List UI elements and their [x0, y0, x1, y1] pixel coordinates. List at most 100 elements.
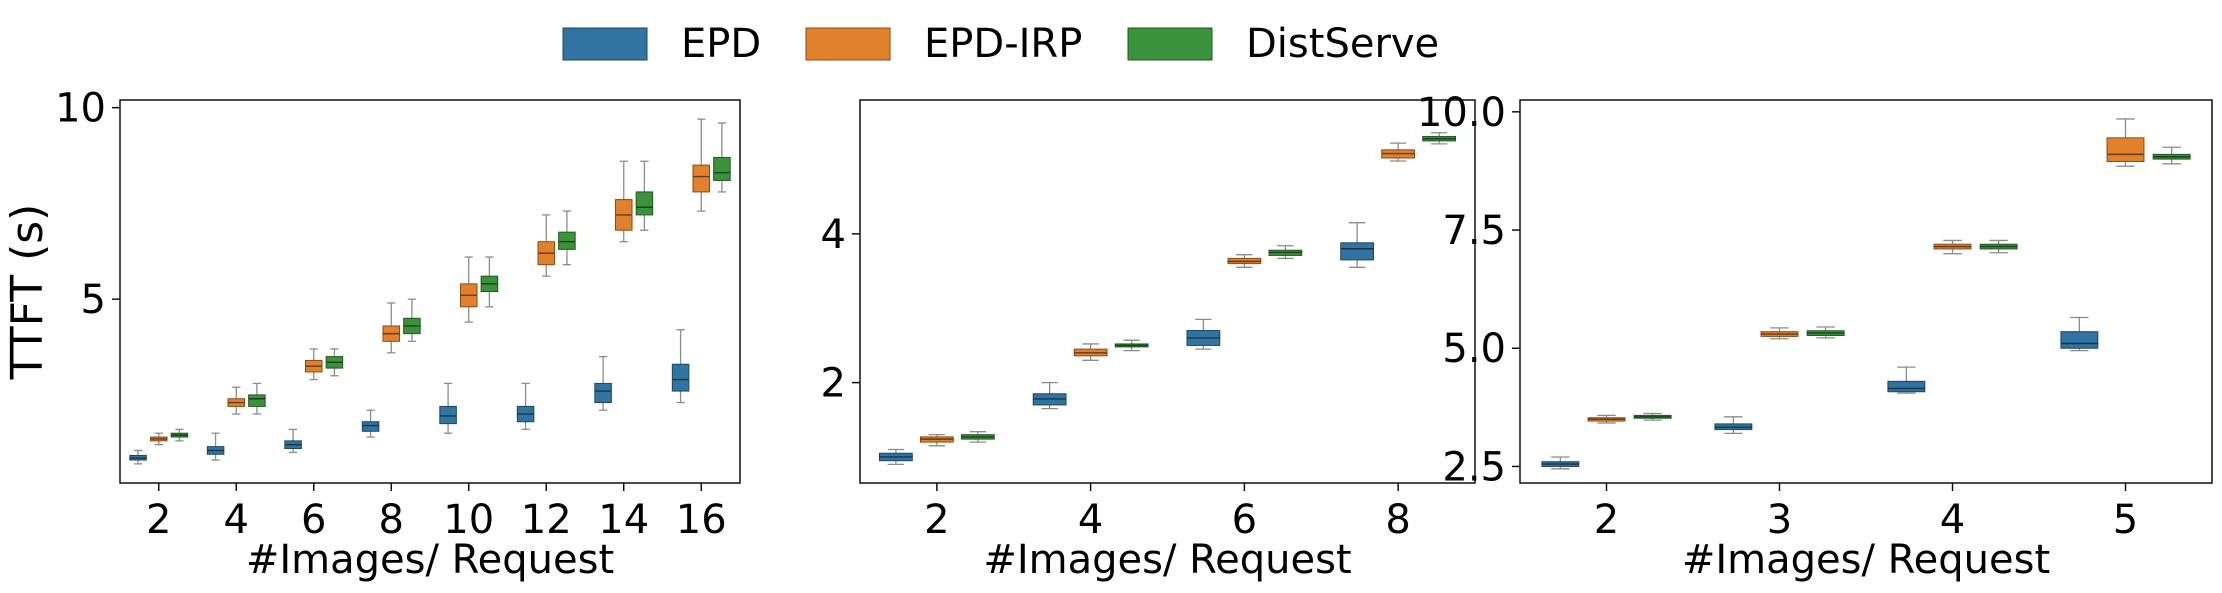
box-plot [1806, 326, 1845, 339]
y-tick-label: 5 [81, 277, 106, 323]
series-epd-irp [919, 142, 1416, 447]
chart-panel: 2 4 2 4 6 8 #Images/ Request [821, 99, 1476, 583]
x-tick-label: 4 [1940, 497, 1965, 543]
x-tick-label: 2 [924, 497, 949, 543]
y-tick-label: 2.5 [1442, 444, 1506, 490]
box-plot [480, 256, 499, 308]
y-tick-label: 2 [821, 361, 846, 407]
box-plot [382, 302, 401, 354]
plot-frame [859, 99, 1476, 484]
box-plot [325, 348, 344, 377]
box-plot [227, 386, 246, 415]
x-axis-label: #Images/ Request [983, 537, 1351, 583]
box-plot [248, 382, 266, 415]
box-plot [960, 431, 995, 443]
plot-frame [1519, 99, 2213, 484]
x-axis-label: #Images/ Request [1682, 537, 2050, 583]
y-tick-label: 7.5 [1442, 208, 1506, 254]
y-axis-label: TTFT (s) [2, 204, 53, 381]
legend-label: EPD-IRP [924, 21, 1082, 67]
box-plot [1633, 412, 1672, 421]
box-plot [635, 160, 654, 231]
box-plot [537, 214, 556, 277]
series-distserve [1633, 146, 2191, 421]
x-tick-label: 4 [224, 497, 249, 543]
x-tick-label: 5 [2113, 497, 2138, 543]
box [248, 394, 266, 407]
box-plot [439, 382, 457, 434]
box-plot [1887, 366, 1926, 394]
series-epd-irp [1587, 118, 2145, 424]
box-plot [1340, 222, 1375, 268]
box [594, 382, 612, 404]
box-plot [1422, 132, 1457, 145]
box-plot [284, 428, 302, 454]
box-plot [1227, 254, 1262, 268]
box-plot [1979, 239, 2018, 254]
box [635, 191, 654, 216]
series-epd [1541, 316, 2099, 470]
legend-swatch [805, 27, 891, 61]
box-plot [1268, 245, 1303, 260]
box-plot [1032, 381, 1067, 410]
box-plot [1073, 343, 1108, 361]
series-distserve [170, 122, 731, 442]
box-plot [403, 298, 421, 342]
x-tick-label: 4 [1078, 497, 1103, 543]
x-tick-label: 3 [1767, 497, 1792, 543]
box-plot [2060, 316, 2099, 352]
x-tick-label: 16 [676, 497, 727, 543]
y-tick-label: 5.0 [1442, 326, 1506, 372]
box-plot [671, 329, 690, 404]
legend-swatch [562, 27, 648, 61]
chart-panel: 5 10 2 4 6 8 10 12 14 16 #Images/ Request TTFT (s) [2, 86, 741, 583]
x-tick-label: 6 [1232, 497, 1257, 543]
box-plot [2152, 146, 2191, 165]
legend: EPD EPD-IRP DistServe [562, 21, 1439, 67]
x-tick-label: 14 [598, 497, 649, 543]
y-tick-label: 4 [821, 212, 846, 258]
box-plot [459, 256, 478, 323]
x-tick-label: 8 [379, 497, 404, 543]
box [671, 363, 690, 392]
box-plot [1587, 414, 1626, 424]
box-plot [614, 160, 633, 243]
box [1340, 242, 1375, 261]
chart-panel: 2.5 5.0 7.5 10.0 2 3 4 5 #Images/ Request [1417, 90, 2213, 583]
series-distserve [960, 132, 1457, 443]
box [361, 421, 380, 432]
plot-frame [119, 99, 741, 484]
box-plot [878, 448, 913, 466]
x-tick-label: 8 [1385, 497, 1410, 543]
box-plot [1760, 327, 1799, 340]
x-tick-label: 2 [146, 497, 171, 543]
box-plot [594, 355, 612, 411]
box [1887, 380, 1926, 393]
box-plot [206, 432, 225, 461]
x-tick-label: 2 [1594, 497, 1619, 543]
x-tick-label: 6 [301, 497, 326, 543]
chart-panels: 5 10 2 4 6 8 10 12 14 16 #Images/ Request TTFT (s) 2… [2, 86, 2213, 583]
box-plot [558, 210, 576, 266]
box-plot [1381, 142, 1416, 162]
box [2106, 137, 2145, 162]
box-plot [170, 428, 189, 442]
box-plot [516, 382, 535, 431]
series-epd [129, 329, 690, 465]
box-plot [713, 122, 731, 193]
series-epd [878, 222, 1375, 466]
x-tick-label: 10 [443, 497, 494, 543]
x-axis-label: #Images/ Request [246, 537, 614, 583]
legend-swatch [1127, 27, 1213, 61]
box-plot [692, 118, 711, 212]
box-plot [149, 432, 168, 446]
box [2060, 331, 2099, 349]
y-tick-label: 10 [55, 86, 106, 132]
box-plot [1933, 239, 1972, 255]
series-epd-irp [149, 118, 711, 446]
box-plot [919, 434, 954, 447]
box-plot [1541, 456, 1580, 470]
y-tick-label: 10.0 [1417, 90, 1506, 136]
box-plot [361, 409, 380, 438]
